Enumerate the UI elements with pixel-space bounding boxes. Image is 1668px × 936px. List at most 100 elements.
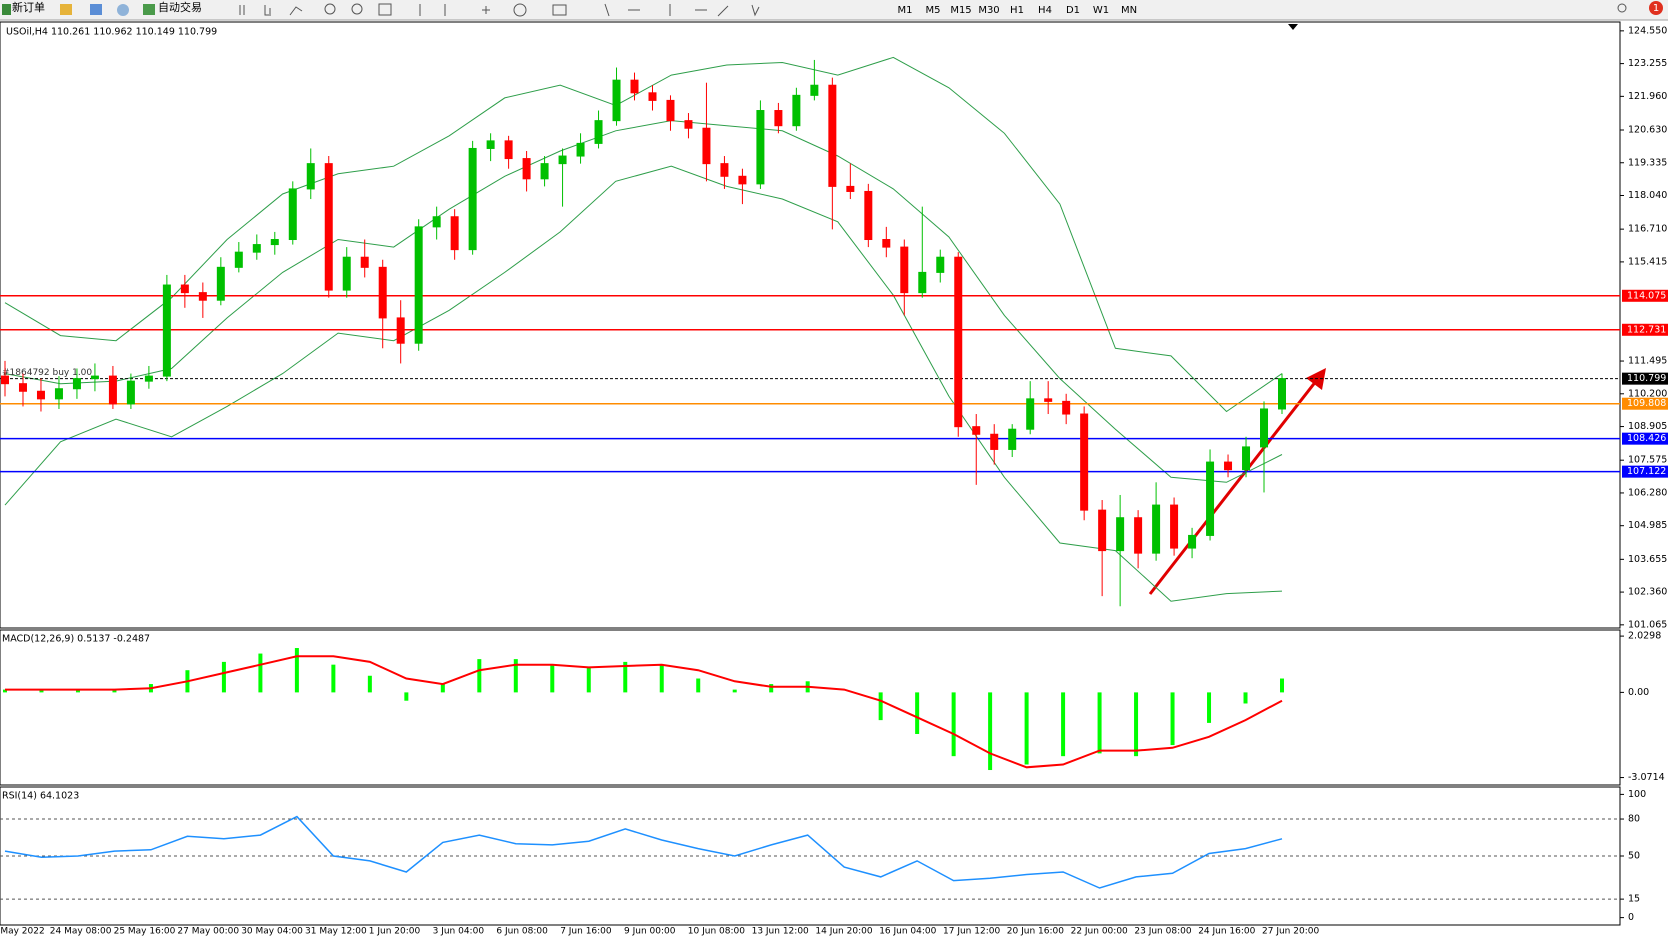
y-tick-label: 123.255 bbox=[1628, 58, 1667, 69]
macd-bar bbox=[112, 689, 117, 693]
auto-trading-icon[interactable] bbox=[143, 4, 155, 15]
candle-body bbox=[432, 216, 441, 228]
candle-body bbox=[144, 375, 153, 382]
level-label: 108.426 bbox=[1627, 433, 1666, 444]
candle-body bbox=[126, 380, 135, 405]
candle-body bbox=[324, 163, 333, 291]
timeframe-button[interactable]: D1 bbox=[1066, 5, 1080, 16]
tool-icon[interactable] bbox=[60, 4, 72, 15]
candle-body bbox=[864, 190, 873, 241]
timeframe-button[interactable]: M1 bbox=[898, 5, 913, 16]
candle-body bbox=[1134, 517, 1143, 554]
candle-body bbox=[720, 163, 729, 177]
periods-icon[interactable] bbox=[513, 3, 527, 17]
y-tick-label: 107.575 bbox=[1628, 455, 1667, 466]
macd-bar bbox=[1061, 692, 1066, 757]
candle-body bbox=[1278, 378, 1286, 410]
candle-body bbox=[1080, 413, 1089, 511]
candle-body bbox=[342, 256, 351, 291]
macd-bar bbox=[732, 689, 737, 693]
timeframe-button[interactable]: M30 bbox=[978, 5, 999, 16]
candle-body bbox=[846, 185, 855, 192]
macd-bar bbox=[586, 667, 591, 693]
order-label: #1864792 buy 1.00 bbox=[2, 368, 92, 378]
tool-icon[interactable] bbox=[117, 4, 129, 16]
macd-bar bbox=[1097, 692, 1102, 754]
candle-body bbox=[1188, 534, 1197, 549]
y-tick-label: 124.550 bbox=[1628, 25, 1667, 36]
timeframe-button[interactable]: M5 bbox=[926, 5, 941, 16]
x-tick-label: 6 Jun 08:00 bbox=[496, 927, 548, 936]
candle-body bbox=[468, 147, 477, 251]
candle-body bbox=[18, 383, 27, 392]
y-tick-label: 103.655 bbox=[1628, 554, 1667, 565]
zoom-in[interactable] bbox=[324, 3, 336, 15]
macd-bar bbox=[1170, 692, 1175, 746]
tool-icon[interactable] bbox=[90, 4, 102, 15]
chart-type-icons[interactable] bbox=[239, 5, 303, 16]
candle-body bbox=[198, 292, 207, 301]
candle-body bbox=[1242, 446, 1251, 471]
timeframe-button[interactable]: MN bbox=[1121, 5, 1137, 16]
y-tick-label: 101.065 bbox=[1628, 619, 1667, 630]
new-order-button[interactable]: 新订单 bbox=[12, 0, 45, 14]
x-tick-label: 27 Jun 20:00 bbox=[1262, 927, 1319, 936]
panel-title: RSI(14) 64.1023 bbox=[2, 791, 79, 802]
x-tick-label: 9 Jun 00:00 bbox=[624, 927, 676, 936]
level-label: 112.731 bbox=[1627, 324, 1666, 335]
macd-bar bbox=[696, 678, 701, 693]
candle-body bbox=[396, 317, 405, 344]
x-tick-label: 17 Jun 12:00 bbox=[943, 927, 1000, 936]
timeframe-button[interactable]: M15 bbox=[950, 5, 971, 16]
candle-body bbox=[360, 256, 369, 268]
macd-bar bbox=[769, 684, 774, 693]
level-label-box bbox=[1622, 372, 1668, 385]
candle-body bbox=[216, 266, 225, 301]
candle-body bbox=[180, 284, 189, 294]
candle-body bbox=[1, 375, 9, 385]
y-tick-label: 80 bbox=[1628, 814, 1640, 825]
candle-body bbox=[1224, 461, 1233, 471]
search-icon[interactable] bbox=[1617, 3, 1627, 13]
candle-body bbox=[90, 375, 99, 380]
candle-body bbox=[702, 127, 711, 165]
tool-icons[interactable] bbox=[419, 3, 760, 17]
price-panel bbox=[0, 21, 1621, 629]
macd-bar bbox=[477, 659, 482, 693]
timeframe-button[interactable]: W1 bbox=[1093, 5, 1109, 16]
macd-bar bbox=[988, 692, 993, 771]
y-tick-label: 121.960 bbox=[1628, 91, 1667, 102]
candle-body bbox=[648, 92, 657, 101]
y-tick-label: 110.200 bbox=[1628, 388, 1667, 399]
timeframe-button[interactable]: H4 bbox=[1038, 5, 1052, 16]
macd-bar bbox=[367, 675, 372, 693]
y-tick-label: 108.905 bbox=[1628, 421, 1667, 432]
level-label: 114.075 bbox=[1627, 290, 1666, 301]
candle-body bbox=[738, 175, 747, 185]
candle-body bbox=[630, 79, 639, 94]
candle-body bbox=[36, 390, 45, 400]
macd-bar bbox=[513, 659, 518, 693]
x-tick-label: 20 Jun 16:00 bbox=[1007, 927, 1064, 936]
notification-badge[interactable] bbox=[1649, 1, 1663, 15]
new-order-icon[interactable] bbox=[2, 4, 11, 15]
x-tick-label: 7 Jun 16:00 bbox=[560, 927, 612, 936]
candle-body bbox=[486, 140, 495, 149]
candle-body bbox=[72, 378, 81, 390]
candle-body bbox=[1098, 509, 1107, 552]
y-tick-label: 0.00 bbox=[1628, 687, 1649, 698]
zoom-out[interactable] bbox=[351, 3, 363, 15]
timeframe-button[interactable]: H1 bbox=[1010, 5, 1024, 16]
candle-body bbox=[828, 84, 837, 187]
templates-icon[interactable] bbox=[552, 4, 567, 16]
macd-bar bbox=[1024, 692, 1029, 765]
candle-body bbox=[594, 120, 603, 144]
macd-bar bbox=[221, 661, 226, 693]
auto-trading-button[interactable]: 自动交易 bbox=[158, 0, 202, 14]
candle-body bbox=[1206, 461, 1215, 536]
x-tick-label: 23 Jun 08:00 bbox=[1134, 927, 1191, 936]
y-tick-label: 104.985 bbox=[1628, 520, 1667, 531]
y-tick-label: 102.360 bbox=[1628, 587, 1667, 598]
tile-windows[interactable] bbox=[378, 3, 392, 16]
macd-bar bbox=[39, 689, 44, 693]
